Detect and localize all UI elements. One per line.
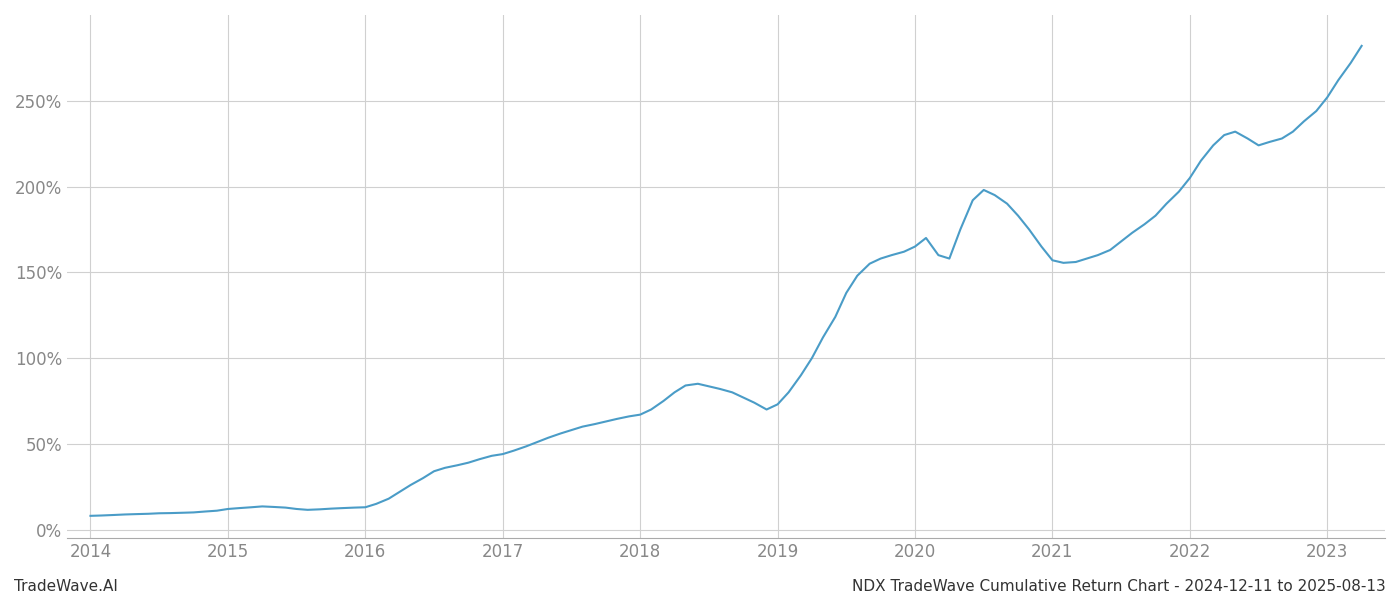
Text: NDX TradeWave Cumulative Return Chart - 2024-12-11 to 2025-08-13: NDX TradeWave Cumulative Return Chart - … <box>853 579 1386 594</box>
Text: TradeWave.AI: TradeWave.AI <box>14 579 118 594</box>
